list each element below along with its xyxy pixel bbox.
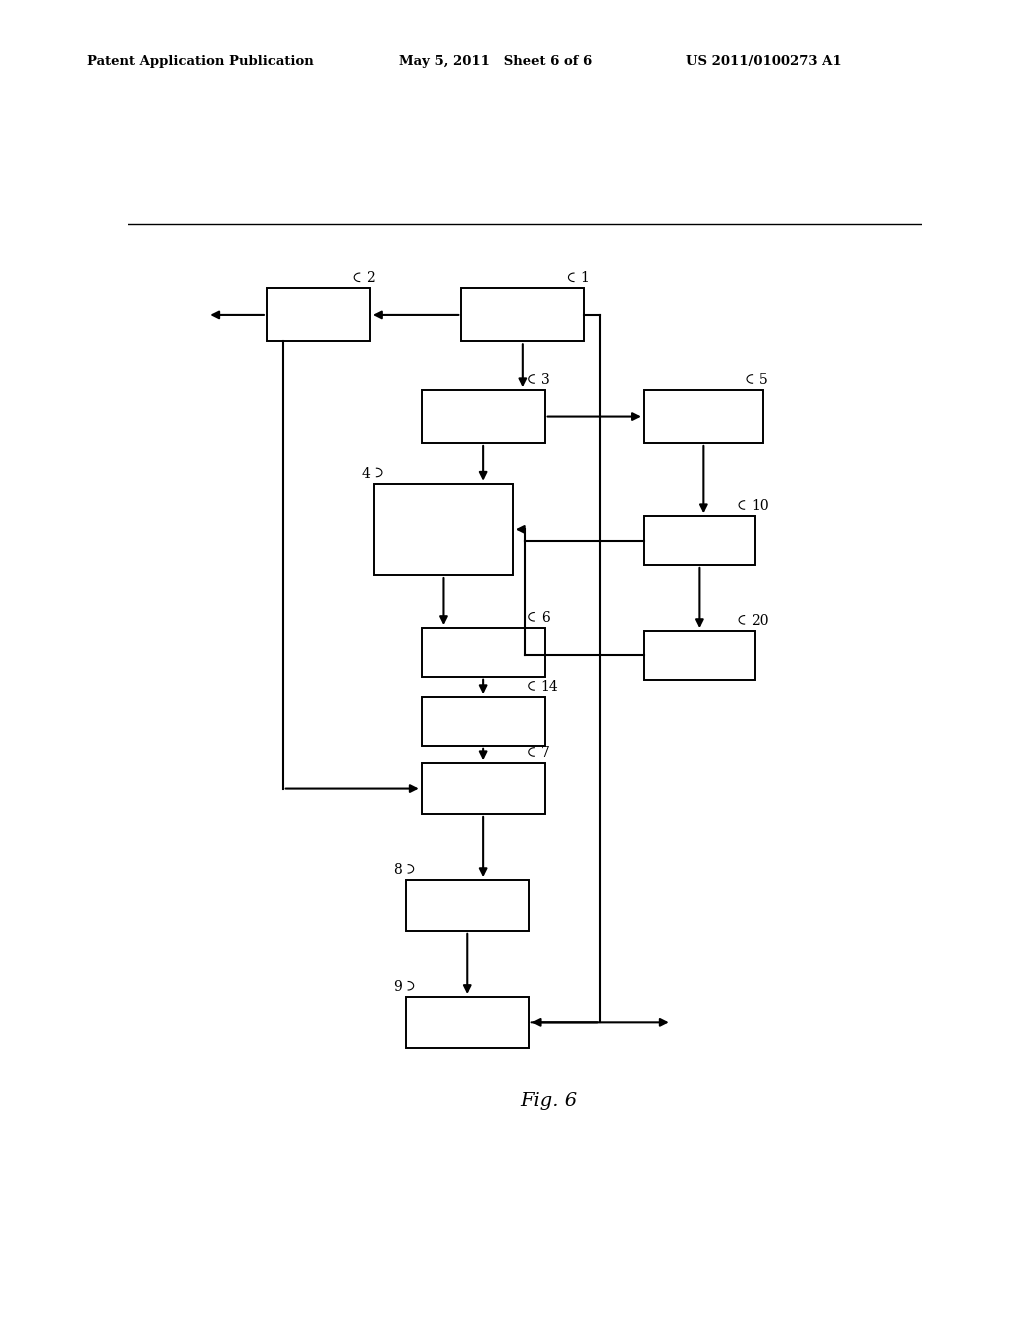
Bar bbox=[422, 628, 545, 677]
Text: 3: 3 bbox=[541, 374, 550, 387]
Bar bbox=[644, 631, 755, 680]
Text: 10: 10 bbox=[751, 499, 769, 513]
Text: 5: 5 bbox=[759, 374, 768, 387]
Text: 6: 6 bbox=[541, 611, 550, 624]
Bar bbox=[406, 880, 528, 931]
Bar bbox=[461, 289, 585, 342]
Bar bbox=[267, 289, 370, 342]
Text: Patent Application Publication: Patent Application Publication bbox=[87, 55, 313, 69]
Text: Fig. 6: Fig. 6 bbox=[520, 1092, 578, 1110]
Text: 8: 8 bbox=[393, 863, 401, 876]
Text: US 2011/0100273 A1: US 2011/0100273 A1 bbox=[686, 55, 842, 69]
Bar bbox=[406, 997, 528, 1048]
Text: 14: 14 bbox=[541, 680, 558, 694]
Text: May 5, 2011   Sheet 6 of 6: May 5, 2011 Sheet 6 of 6 bbox=[399, 55, 593, 69]
Text: 9: 9 bbox=[393, 979, 401, 994]
Bar bbox=[644, 391, 763, 444]
Bar bbox=[422, 697, 545, 746]
Bar bbox=[422, 763, 545, 814]
Text: 1: 1 bbox=[581, 272, 589, 285]
Bar bbox=[374, 483, 513, 576]
Text: 7: 7 bbox=[541, 746, 550, 760]
Text: 4: 4 bbox=[361, 466, 370, 480]
Bar bbox=[644, 516, 755, 565]
Bar bbox=[422, 391, 545, 444]
Text: 20: 20 bbox=[751, 614, 768, 628]
Text: 2: 2 bbox=[367, 272, 375, 285]
